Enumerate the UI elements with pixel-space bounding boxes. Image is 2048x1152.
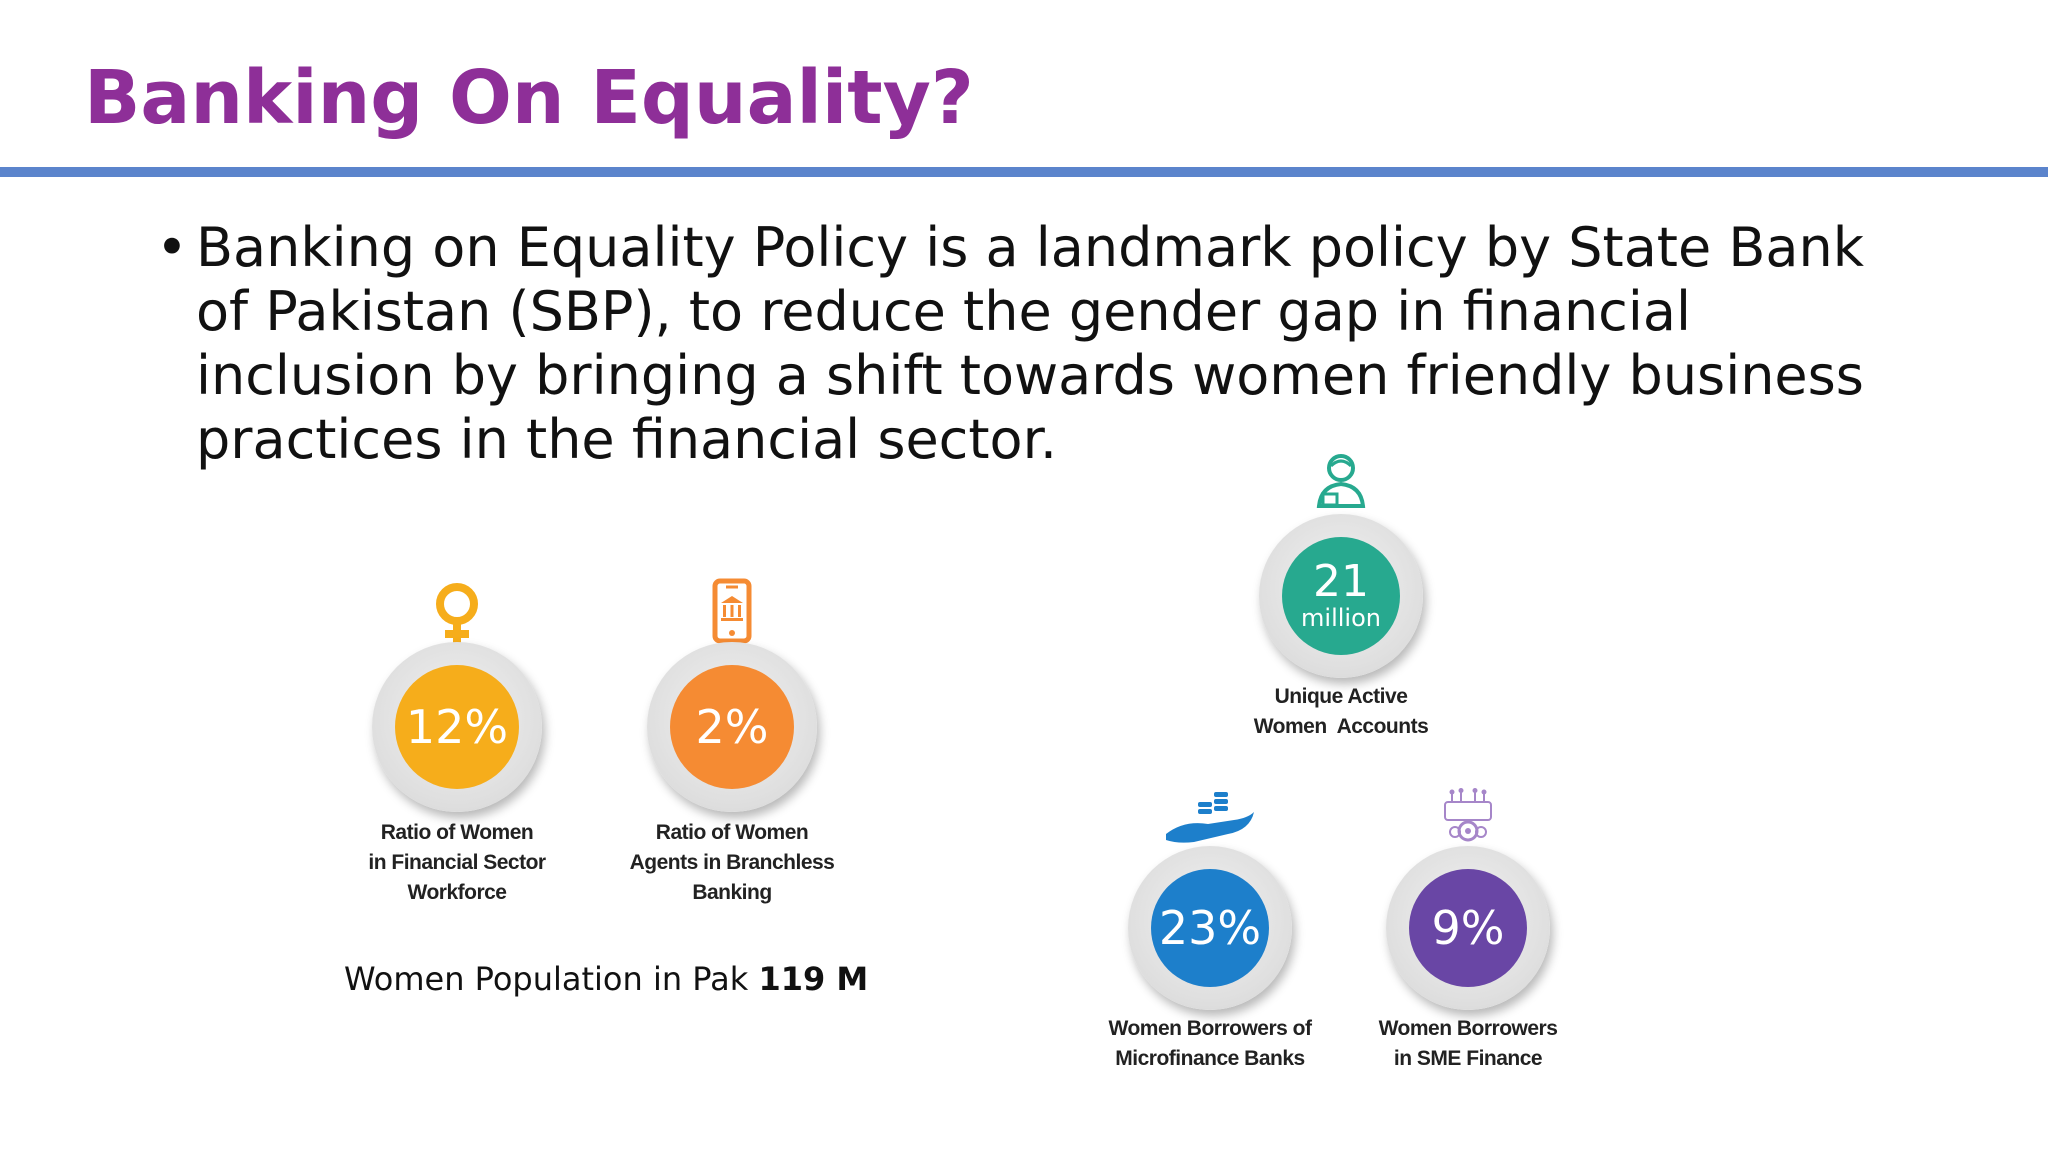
woman-account-icon: [1313, 452, 1369, 514]
stat-caption: Women Borrowers of Microfinance Banks: [1109, 1014, 1312, 1074]
population-label: Women Population in Pak: [344, 960, 749, 998]
slide-title: Banking On Equality?: [84, 55, 974, 141]
bullet-text: Banking on Equality Policy is a landmark…: [196, 216, 1864, 471]
stat-women-agents: 2% Ratio of Women Agents in Branchless B…: [630, 572, 835, 912]
caption-line: Agents in Branchless: [629, 851, 835, 874]
stat-microfinance-borrowers: 23% Women Borrowers of Microfinance Bank…: [1109, 786, 1312, 1086]
stat-value: 2%: [695, 700, 769, 754]
stat-disc: 21 million: [1282, 537, 1400, 655]
stat-caption: Unique Active Women Accounts: [1254, 682, 1429, 742]
population-value: 119 M: [758, 960, 869, 998]
population-note: Women Population in Pak 119 M: [344, 960, 868, 998]
stat-active-accounts: 21 million Unique Active Women Accounts: [1241, 450, 1441, 750]
hand-coins-icon: [1164, 790, 1256, 848]
stat-ring: 21 million: [1259, 514, 1423, 678]
stat-ring: 12%: [372, 642, 542, 812]
stat-caption: Ratio of Women Agents in Branchless Bank…: [630, 818, 835, 908]
mobile-bank-icon: [712, 578, 752, 648]
title-divider: [0, 167, 2048, 177]
stat-disc: 9%: [1409, 869, 1527, 987]
caption-line: Women Borrowers of: [1108, 1017, 1312, 1040]
caption-line: Women Accounts: [1253, 715, 1429, 738]
sme-gear-icon: [1441, 788, 1495, 848]
stat-value: 9%: [1431, 901, 1505, 955]
stat-value: 23%: [1158, 901, 1262, 955]
caption-line: Microfinance Banks: [1115, 1047, 1305, 1070]
caption-line: in SME Finance: [1393, 1047, 1543, 1070]
stat-caption: Women Borrowers in SME Finance: [1379, 1014, 1558, 1074]
caption-line: in Financial Sector: [368, 851, 546, 874]
stat-value: 12%: [405, 700, 509, 754]
stat-women-workforce: 12% Ratio of Women in Financial Sector W…: [357, 572, 557, 912]
bullet-dot: •: [156, 216, 188, 279]
caption-line: Workforce: [407, 881, 507, 904]
female-symbol-icon: [427, 582, 487, 652]
stat-ring: 23%: [1128, 846, 1292, 1010]
caption-line: Banking: [692, 881, 772, 904]
stat-value: 21: [1313, 555, 1369, 607]
stat-disc: 2%: [670, 665, 794, 789]
stat-ring: 9%: [1386, 846, 1550, 1010]
stat-disc: 12%: [395, 665, 519, 789]
stat-ring: 2%: [647, 642, 817, 812]
caption-line: Ratio of Women: [380, 821, 534, 844]
stat-caption: Ratio of Women in Financial Sector Workf…: [368, 818, 546, 908]
caption-line: Unique Active: [1274, 685, 1408, 708]
stat-disc: 23%: [1151, 869, 1269, 987]
caption-line: Women Borrowers: [1378, 1017, 1558, 1040]
caption-line: Ratio of Women: [655, 821, 809, 844]
stat-sme-borrowers: 9% Women Borrowers in SME Finance: [1368, 786, 1568, 1086]
stat-subvalue: million: [1301, 603, 1381, 632]
bullet-item: • Banking on Equality Policy is a landma…: [156, 216, 1916, 472]
